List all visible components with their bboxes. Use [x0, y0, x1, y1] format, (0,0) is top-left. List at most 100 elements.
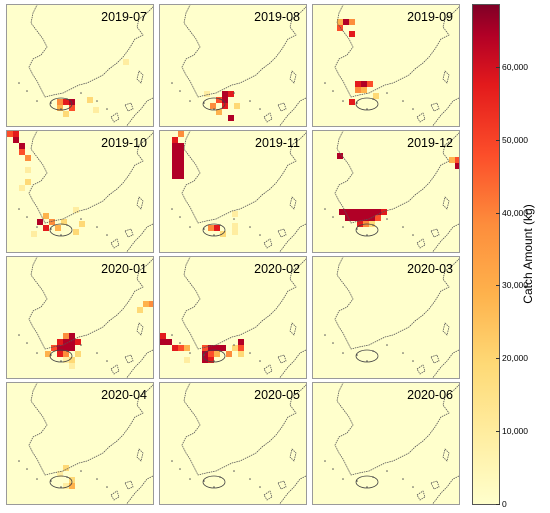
- catch-cell: [357, 215, 363, 221]
- coastline: [136, 322, 144, 336]
- coastline: [442, 70, 450, 84]
- catch-cell: [57, 105, 63, 111]
- coastline: [289, 322, 297, 336]
- map-graphic: [324, 383, 459, 504]
- catch-cell: [345, 209, 351, 215]
- island-dot: [171, 82, 173, 84]
- catch-cell: [361, 87, 367, 93]
- panel-date-label: 2020-02: [254, 262, 300, 276]
- catch-cell: [216, 97, 222, 103]
- catch-cell: [351, 209, 357, 215]
- catch-cell: [343, 19, 349, 25]
- panel-date-label: 2019-07: [101, 10, 147, 24]
- catch-cell: [220, 345, 226, 351]
- coastline: [432, 349, 459, 378]
- island-dot: [213, 360, 215, 362]
- catch-cell: [172, 167, 178, 173]
- coastline: [416, 490, 426, 501]
- catch-cell: [178, 345, 184, 351]
- catch-cell: [210, 103, 216, 109]
- catch-cell: [184, 357, 190, 363]
- coastline: [442, 322, 450, 336]
- coastline: [124, 102, 134, 112]
- catch-cell: [228, 115, 234, 121]
- map-graphic: [171, 383, 306, 504]
- catch-cell: [228, 91, 234, 97]
- catch-cell: [63, 351, 69, 357]
- catch-cell: [184, 345, 190, 351]
- catch-cell: [208, 357, 214, 363]
- coastline: [263, 238, 273, 249]
- coastline: [110, 490, 120, 501]
- catch-cell: [355, 87, 361, 93]
- catch-cell: [178, 167, 184, 173]
- legend-tick-label: 40,000: [502, 208, 528, 218]
- coastline: [442, 196, 450, 210]
- catch-cell: [355, 81, 361, 87]
- island-dot: [36, 100, 38, 102]
- catch-cell: [232, 229, 238, 235]
- catch-cell: [381, 209, 387, 215]
- coastline: [430, 480, 440, 490]
- catch-cell: [363, 209, 369, 215]
- island-dot: [171, 460, 173, 462]
- catch-cell: [172, 161, 178, 167]
- island-dot: [402, 100, 404, 102]
- legend-tick-label: 20,000: [502, 353, 528, 363]
- catch-cell: [45, 351, 51, 357]
- coastline: [126, 97, 153, 126]
- catch-cell: [238, 351, 244, 357]
- jeju-island-outline: [355, 97, 379, 111]
- coastline: [124, 354, 134, 364]
- tick-mark: [496, 358, 500, 359]
- catch-cell: [75, 339, 81, 345]
- island-dot: [60, 108, 62, 110]
- coastline: [263, 490, 273, 501]
- island-dot: [366, 234, 368, 236]
- island-dot: [342, 478, 344, 480]
- panel-date-label: 2020-03: [407, 262, 453, 276]
- island-dot: [412, 108, 414, 110]
- catch-cell: [160, 333, 166, 339]
- coastline: [289, 196, 297, 210]
- island-dot: [80, 344, 82, 346]
- island-dot: [402, 478, 404, 480]
- catch-cell: [43, 213, 49, 219]
- jeju-island-outline: [355, 475, 379, 489]
- catch-cell: [220, 231, 226, 237]
- catch-cell: [172, 143, 178, 149]
- coastline: [334, 383, 459, 476]
- island-dot: [342, 226, 344, 228]
- island-dot: [60, 234, 62, 236]
- catch-cell: [7, 131, 13, 137]
- island-dot: [332, 342, 334, 344]
- catch-cell: [172, 155, 178, 161]
- island-dot: [106, 108, 108, 110]
- catch-cell: [13, 131, 19, 137]
- jeju-island-outline: [49, 349, 73, 363]
- catch-cell: [204, 91, 210, 97]
- island-dot: [366, 486, 368, 488]
- catch-cell: [57, 351, 63, 357]
- island-dot: [342, 352, 344, 354]
- catch-cell: [216, 109, 222, 115]
- catch-cell: [361, 81, 367, 87]
- catch-cell: [172, 173, 178, 179]
- jeju-island-outline: [49, 97, 73, 111]
- catch-cell: [69, 105, 75, 111]
- catch-cell: [337, 25, 343, 31]
- island-dot: [386, 344, 388, 346]
- catch-cell: [55, 225, 61, 231]
- catch-cell: [63, 111, 69, 117]
- island-dot: [26, 342, 28, 344]
- catch-cell: [208, 345, 214, 351]
- panel-date-label: 2020-01: [101, 262, 147, 276]
- island-dot: [36, 226, 38, 228]
- coastline: [289, 448, 297, 462]
- tick-mark: [496, 67, 500, 68]
- catch-cell: [63, 333, 69, 339]
- island-dot: [26, 90, 28, 92]
- island-dot: [259, 486, 261, 488]
- catch-cell: [87, 97, 93, 103]
- map-graphic: [18, 257, 153, 378]
